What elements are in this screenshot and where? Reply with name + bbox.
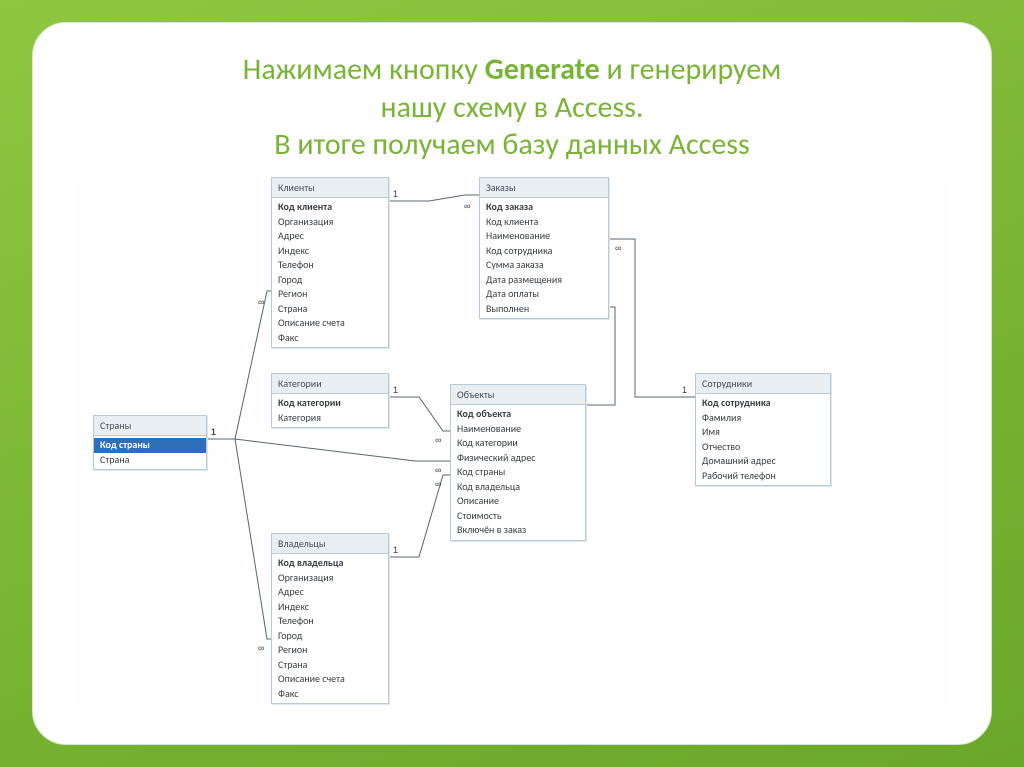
field[interactable]: Код клиента <box>272 200 388 215</box>
table-countries[interactable]: СтраныКод страныСтрана <box>93 415 207 470</box>
cardinality-label: ∞ <box>435 435 441 445</box>
cardinality-label: 1 <box>393 385 398 395</box>
cardinality-label: ∞ <box>258 643 264 653</box>
field[interactable]: Страна <box>94 453 206 468</box>
slide-title: Нажимаем кнопку Generate и генерируем на… <box>33 51 991 164</box>
cardinality-label: 1 <box>211 427 216 437</box>
field[interactable]: Регион <box>272 643 388 658</box>
table-employees[interactable]: СотрудникиКод сотрудникаФамилияИмяОтчест… <box>695 373 831 486</box>
table-header[interactable]: Страны <box>94 416 206 436</box>
relationship-line <box>389 195 479 201</box>
title-line1-pre: Нажимаем кнопку <box>243 51 485 88</box>
table-orders[interactable]: ЗаказыКод заказаКод клиентаНаименованиеК… <box>479 177 609 319</box>
field[interactable]: Страна <box>272 658 388 673</box>
table-body: Код объектаНаименованиеКод категорииФизи… <box>451 405 585 540</box>
table-objects[interactable]: ОбъектыКод объектаНаименованиеКод катего… <box>450 384 586 541</box>
field[interactable]: Код заказа <box>480 200 608 215</box>
diagram-canvas: 1∞1∞1∞1∞1∞1∞1∞ КлиентыКод клиентаОрганиз… <box>75 177 949 706</box>
table-header[interactable]: Категории <box>272 374 388 394</box>
field[interactable]: Страна <box>272 302 388 317</box>
table-header[interactable]: Заказы <box>480 178 608 198</box>
field[interactable]: Город <box>272 273 388 288</box>
title-line2: нашу схему в Access. <box>381 89 644 126</box>
field[interactable]: Код категории <box>451 436 585 451</box>
relationship-line <box>609 239 695 397</box>
table-body: Код клиентаОрганизацияАдресИндексТелефон… <box>272 198 388 347</box>
field[interactable]: Выполнен <box>480 302 608 317</box>
field[interactable]: Отчество <box>696 440 830 455</box>
field[interactable]: Телефон <box>272 614 388 629</box>
field[interactable]: Физический адрес <box>451 451 585 466</box>
field[interactable]: Дата оплаты <box>480 287 608 302</box>
field[interactable]: Рабочий телефон <box>696 469 830 484</box>
cardinality-label: 1 <box>393 189 398 199</box>
title-line1-post: и генерируем <box>600 51 782 88</box>
title-line3: В итоге получаем базу данных Access <box>274 126 750 163</box>
content-panel: Нажимаем кнопку Generate и генерируем на… <box>32 22 992 745</box>
cardinality-label: 1 <box>211 427 216 437</box>
field[interactable]: Код объекта <box>451 407 585 422</box>
field[interactable]: Наименование <box>480 229 608 244</box>
table-header[interactable]: Объекты <box>451 385 585 405</box>
field[interactable]: Город <box>272 629 388 644</box>
field[interactable]: Факс <box>272 687 388 702</box>
field[interactable]: Регион <box>272 287 388 302</box>
table-body: Код страныСтрана <box>94 436 206 469</box>
cardinality-label: ∞ <box>435 465 441 475</box>
cardinality-label: 1 <box>393 545 398 555</box>
cardinality-label: 1 <box>682 385 687 395</box>
relationship-line <box>207 439 271 639</box>
field[interactable]: Организация <box>272 571 388 586</box>
cardinality-label: ∞ <box>615 243 621 253</box>
field[interactable]: Описание счета <box>272 316 388 331</box>
field[interactable]: Код владельца <box>272 556 388 571</box>
cardinality-label: ∞ <box>435 479 441 489</box>
field[interactable]: Наименование <box>451 422 585 437</box>
field[interactable]: Код страны <box>451 465 585 480</box>
field[interactable]: Категория <box>272 411 388 426</box>
field[interactable]: Код сотрудника <box>480 244 608 259</box>
table-categories[interactable]: КатегорииКод категорииКатегория <box>271 373 389 428</box>
table-header[interactable]: Владельцы <box>272 534 388 554</box>
field[interactable]: Код страны <box>94 438 206 453</box>
relationship-line <box>207 439 450 461</box>
field[interactable]: Индекс <box>272 244 388 259</box>
table-owners[interactable]: ВладельцыКод владельцаОрганизацияАдресИн… <box>271 533 389 704</box>
field[interactable]: Адрес <box>272 229 388 244</box>
field[interactable]: Стоимость <box>451 509 585 524</box>
field[interactable]: Код категории <box>272 396 388 411</box>
title-line1-bold: Generate <box>485 51 600 88</box>
field[interactable]: Адрес <box>272 585 388 600</box>
field[interactable]: Факс <box>272 331 388 346</box>
field[interactable]: Индекс <box>272 600 388 615</box>
field[interactable]: Включён в заказ <box>451 523 585 538</box>
field[interactable]: Описание счета <box>272 672 388 687</box>
relationship-line <box>389 475 450 557</box>
cardinality-label: ∞ <box>464 201 470 211</box>
table-header[interactable]: Сотрудники <box>696 374 830 394</box>
table-body: Код владельцаОрганизацияАдресИндексТелеф… <box>272 554 388 703</box>
slide: Нажимаем кнопку Generate и генерируем на… <box>0 0 1024 767</box>
cardinality-label: 1 <box>211 427 216 437</box>
table-body: Код заказаКод клиентаНаименованиеКод сот… <box>480 198 608 318</box>
cardinality-label: ∞ <box>258 297 264 307</box>
table-header[interactable]: Клиенты <box>272 178 388 198</box>
relationship-line <box>389 397 450 431</box>
field[interactable]: Дата размещения <box>480 273 608 288</box>
field[interactable]: Домашний адрес <box>696 454 830 469</box>
field[interactable]: Код сотрудника <box>696 396 830 411</box>
relationship-line <box>586 307 615 405</box>
table-clients[interactable]: КлиентыКод клиентаОрганизацияАдресИндекс… <box>271 177 389 348</box>
table-body: Код сотрудникаФамилияИмяОтчествоДомашний… <box>696 394 830 485</box>
field[interactable]: Имя <box>696 425 830 440</box>
field[interactable]: Код клиента <box>480 215 608 230</box>
field[interactable]: Сумма заказа <box>480 258 608 273</box>
relationship-line <box>207 291 271 439</box>
field[interactable]: Фамилия <box>696 411 830 426</box>
field[interactable]: Телефон <box>272 258 388 273</box>
field[interactable]: Описание <box>451 494 585 509</box>
field[interactable]: Организация <box>272 215 388 230</box>
field[interactable]: Код владельца <box>451 480 585 495</box>
table-body: Код категорииКатегория <box>272 394 388 427</box>
